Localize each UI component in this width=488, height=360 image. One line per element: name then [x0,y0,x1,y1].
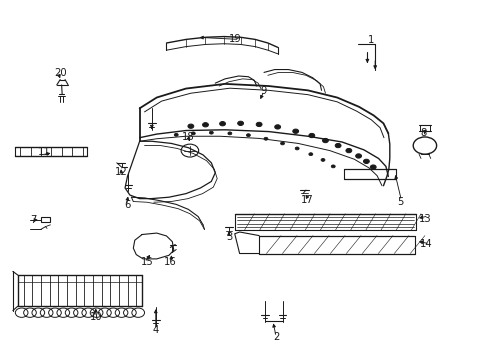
Circle shape [209,131,213,134]
Text: 10: 10 [89,312,102,322]
Text: 11: 11 [38,147,51,157]
Circle shape [330,165,334,168]
Circle shape [322,138,328,143]
Circle shape [345,148,351,153]
Text: 16: 16 [163,257,176,267]
Text: 6: 6 [124,200,130,210]
Text: 7: 7 [31,215,37,225]
Circle shape [321,158,325,161]
Text: 20: 20 [54,68,66,78]
Circle shape [280,142,284,145]
Circle shape [334,143,340,148]
Circle shape [369,165,375,169]
Circle shape [264,137,267,140]
Circle shape [174,134,178,136]
Circle shape [256,122,262,127]
Text: 17: 17 [300,195,313,205]
Circle shape [295,147,299,150]
Text: 14: 14 [419,239,431,249]
Circle shape [308,153,312,156]
Circle shape [219,122,225,126]
Circle shape [191,132,195,135]
Text: 2: 2 [272,332,279,342]
Text: 5: 5 [397,197,403,207]
Circle shape [363,159,368,163]
Text: 13: 13 [418,215,430,224]
Text: 15: 15 [141,257,153,267]
Circle shape [187,124,193,129]
Circle shape [292,129,298,134]
Circle shape [355,154,361,158]
Text: 1: 1 [367,35,374,45]
Circle shape [246,134,250,136]
Text: 12: 12 [115,167,128,177]
Circle shape [274,125,280,129]
Text: 18: 18 [182,132,194,142]
Text: 19: 19 [229,35,242,44]
Text: 4: 4 [152,325,159,335]
Circle shape [237,121,243,126]
Text: 8: 8 [420,129,426,138]
Text: 3: 3 [225,232,231,242]
Circle shape [202,123,208,127]
Circle shape [227,132,231,135]
Text: 9: 9 [260,86,266,96]
Circle shape [308,134,314,138]
